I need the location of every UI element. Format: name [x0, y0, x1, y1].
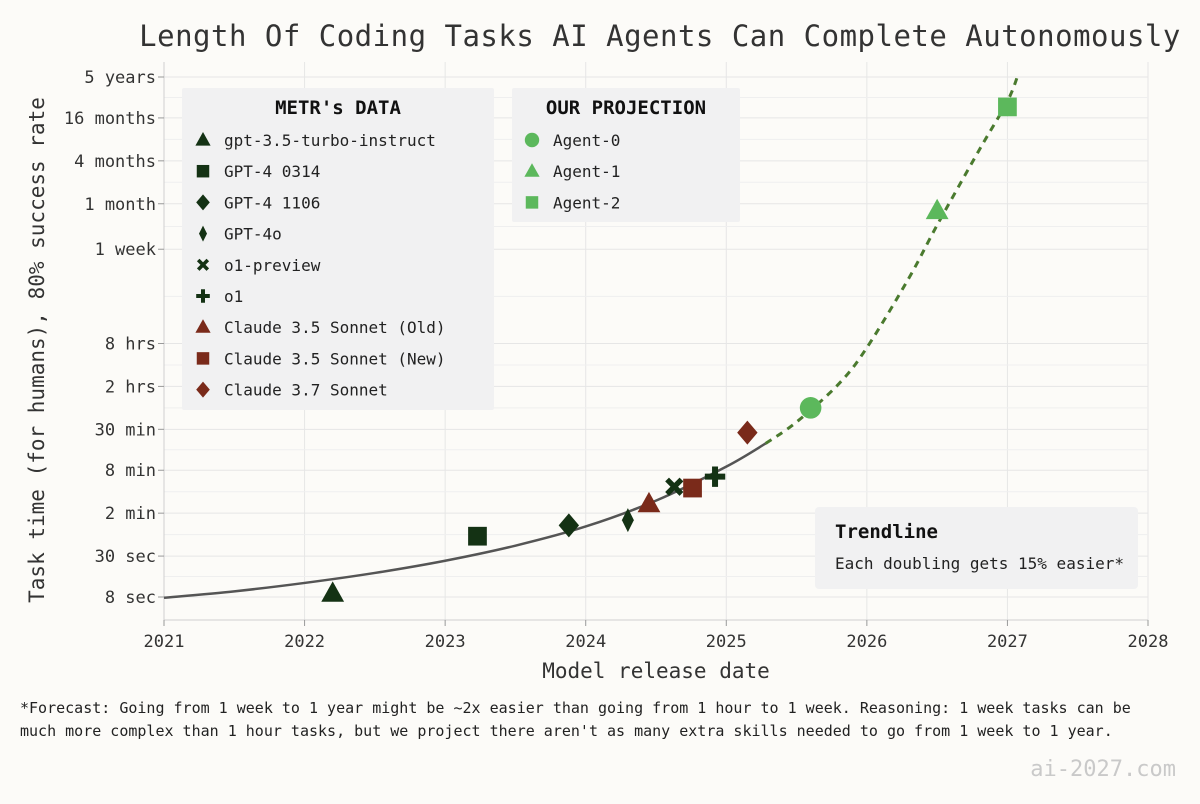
- legend-marker-gpt-4o: [199, 225, 207, 242]
- legend-projection-box: [512, 88, 740, 222]
- point-gpt-4-0314: [468, 526, 487, 546]
- legend-marker-claude-3-5-sonnet-new: [196, 352, 210, 365]
- legend-label-o1-preview: o1-preview: [224, 256, 321, 275]
- legend-label-agent-1: Agent-1: [553, 162, 620, 181]
- y-tick-label: 1 month: [84, 195, 156, 215]
- legend-marker-claude-3-5-sonnet-old: [195, 319, 211, 333]
- point-gpt-4-1106: [558, 513, 580, 538]
- trendline-dashed: [764, 72, 1021, 445]
- data-points: [321, 97, 1017, 602]
- point-o1: [704, 466, 726, 487]
- legend-marker-o1: [196, 289, 210, 303]
- legend-label-o1: o1: [224, 287, 243, 306]
- y-tick-label: 4 months: [74, 152, 156, 172]
- legend-label-claude-3-5-sonnet-new: Claude 3.5 Sonnet (New): [224, 349, 446, 368]
- y-tick-label: 30 min: [95, 420, 156, 440]
- x-tick-label: 2022: [284, 632, 325, 652]
- legend-label-gpt-4-0314: GPT-4 0314: [224, 162, 320, 181]
- watermark: ai-2027.com: [1030, 757, 1176, 782]
- legend-metr-box: [182, 88, 494, 410]
- y-tick-label: 8 hrs: [105, 334, 156, 354]
- point-claude-3-5-sonnet-old: [637, 491, 661, 513]
- legend-label-claude-3-7-sonnet: Claude 3.7 Sonnet: [224, 381, 388, 400]
- annotation-box: [815, 507, 1138, 589]
- y-tick-label: 30 sec: [95, 547, 156, 567]
- x-tick-label: 2023: [425, 632, 466, 652]
- point-gpt-4o: [621, 508, 634, 533]
- x-tick-label: 2021: [144, 632, 185, 652]
- trendline-annotation: Trendline Each doubling gets 15% easier*: [815, 507, 1138, 589]
- footnote-line-2: much more complex than 1 hour tasks, but…: [20, 722, 1113, 740]
- legend-projection-title: OUR PROJECTION: [546, 97, 706, 119]
- legend-marker-agent-2: [525, 196, 539, 209]
- annotation-text: Each doubling gets 15% easier*: [835, 554, 1124, 573]
- annotation-title: Trendline: [835, 521, 938, 543]
- point-agent-0: [799, 397, 822, 419]
- y-tick-label: 8 min: [105, 461, 156, 481]
- legend-marker-gpt-4-1106: [196, 194, 210, 211]
- point-claude-3-5-sonnet-new: [683, 478, 702, 498]
- point-agent-1: [925, 198, 949, 220]
- x-tick-label: 2027: [987, 632, 1028, 652]
- legend-metr-title: METR's DATA: [275, 97, 401, 119]
- x-tick-label: 2026: [846, 632, 887, 652]
- legend-marker-claude-3-7-sonnet: [196, 381, 210, 398]
- y-axis-label: Task time (for humans), 80% success rate: [25, 97, 49, 603]
- legend-marker-gpt-3-5-turbo-instruct: [195, 132, 211, 146]
- legend-label-agent-0: Agent-0: [553, 131, 620, 150]
- legend-label-gpt-4o: GPT-4o: [224, 225, 282, 244]
- point-gpt-3-5-turbo-instruct: [321, 581, 345, 602]
- legend-marker-agent-1: [524, 163, 540, 177]
- legend-metr: METR's DATA gpt-3.5-turbo-instruct GPT-4 …: [182, 88, 494, 410]
- y-tick-label: 2 min: [105, 504, 156, 524]
- tick-labels: 2021 2022 2023 2024 2025 2026 2027 2028 5 years 1…: [64, 68, 1169, 652]
- y-tick-label: 5 years: [84, 68, 156, 88]
- y-tick-label: 1 week: [95, 240, 156, 260]
- x-tick-label: 2028: [1128, 632, 1169, 652]
- y-tick-label: 8 sec: [105, 588, 156, 608]
- legend-label-gpt-4-1106: GPT-4 1106: [224, 193, 320, 212]
- y-tick-label: 2 hrs: [105, 377, 156, 397]
- axes: [163, 62, 1148, 621]
- legend-label-gpt-3-5-turbo-instruct: gpt-3.5-turbo-instruct: [224, 131, 436, 150]
- legend-label-claude-3-5-sonnet-old: Claude 3.5 Sonnet (Old): [224, 318, 446, 337]
- x-tick-label: 2025: [706, 632, 747, 652]
- legend-projection: OUR PROJECTION Agent-0 Agent-1 Agent-2: [512, 88, 740, 222]
- point-claude-3-7-sonnet: [737, 420, 758, 445]
- chart-title: Length Of Coding Tasks AI Agents Can Com…: [139, 19, 1181, 53]
- x-axis-label: Model release date: [542, 659, 770, 683]
- legend-label-agent-2: Agent-2: [553, 193, 620, 212]
- legend-marker-o1-preview: [196, 258, 210, 271]
- point-agent-2: [998, 97, 1017, 117]
- legend-marker-agent-0: [524, 132, 540, 148]
- legend-marker-gpt-4-0314: [196, 164, 210, 178]
- x-tick-label: 2024: [565, 632, 606, 652]
- point-o1-preview: [665, 477, 684, 496]
- footnote-line-1: *Forecast: Going from 1 week to 1 year m…: [20, 699, 1131, 717]
- trendline-solid: [164, 442, 767, 600]
- y-tick-label: 16 months: [64, 109, 156, 129]
